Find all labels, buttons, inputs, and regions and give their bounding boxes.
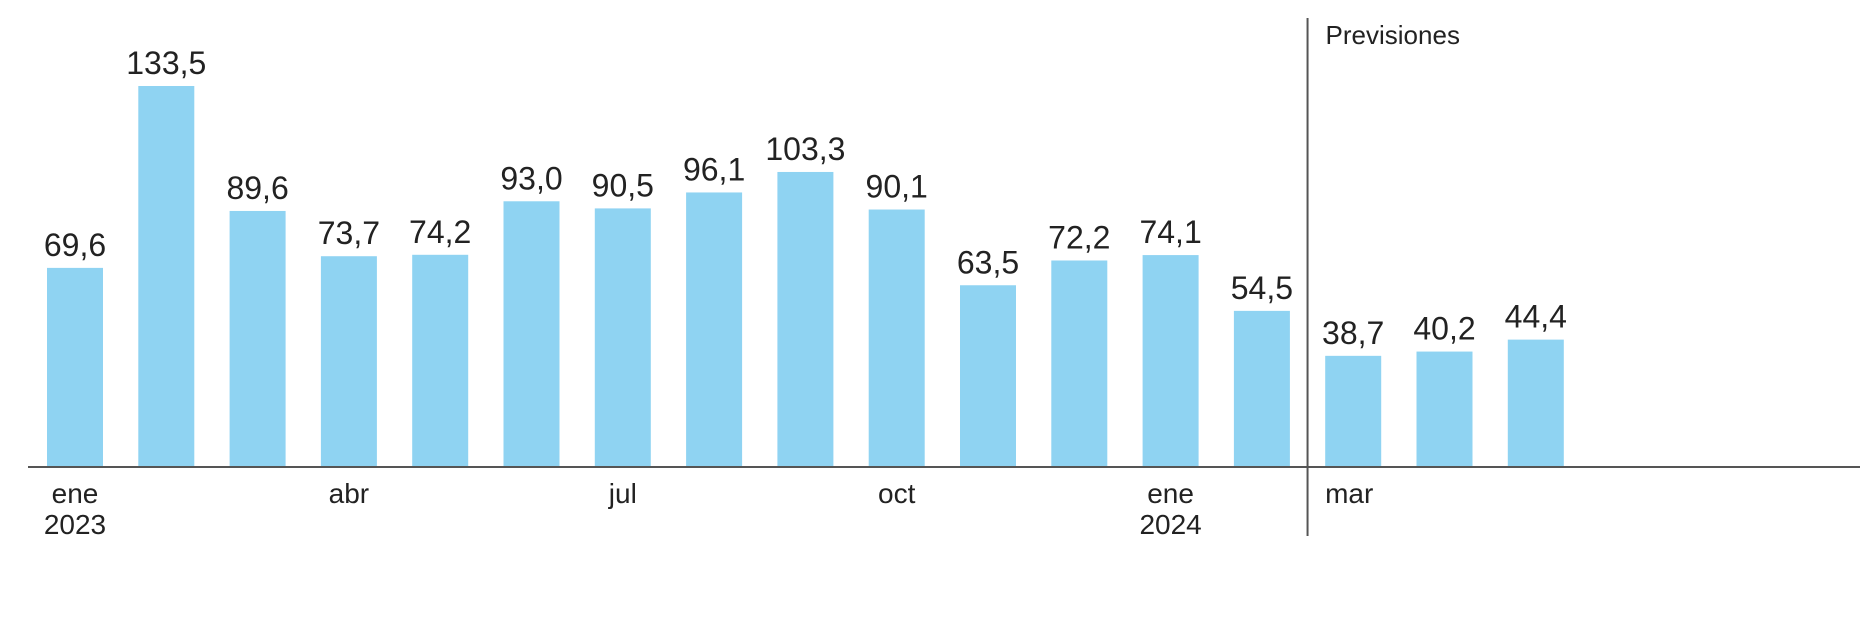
x-tick-label: ene [1147,478,1194,509]
bar [47,267,103,466]
bar-value-label: 133,5 [126,45,206,81]
bar [686,192,743,467]
x-tick-label: mar [1325,478,1373,509]
x-tick-label: abr [329,478,369,509]
bar [503,201,560,467]
bar [138,86,195,466]
bar-value-label: 69,6 [44,227,106,263]
bar [229,210,286,466]
bar-value-label: 73,7 [318,215,380,251]
bar [868,209,925,466]
bar [1507,339,1564,466]
x-tick-label: oct [878,478,916,509]
bar-value-label: 90,1 [866,169,928,205]
bar [1142,255,1199,466]
bar [1416,351,1473,466]
bar [1233,310,1290,466]
bar-value-label: 103,3 [765,131,845,167]
x-tick-year-label: 2023 [44,509,106,540]
bar [412,254,469,466]
bar-value-label: 74,2 [409,214,471,250]
forecast-label: Previsiones [1326,20,1460,50]
bar [594,208,651,466]
value-labels-group: 69,6 133,5 89,6 73,7 74,2 93,0 90,5 96,1 103,3 90… [44,45,1567,351]
bar [1051,260,1108,466]
bar-value-label: 63,5 [957,244,1019,280]
bar-value-label: 38,7 [1322,315,1384,351]
bar-value-label: 74,1 [1139,214,1201,250]
x-tick-label: ene [52,478,99,509]
bar-value-label: 96,1 [683,151,745,187]
bars-group [47,86,1564,467]
bar [1325,355,1382,466]
x-tick-label: jul [608,478,637,509]
bar-value-label: 44,4 [1505,299,1567,335]
bar-value-label: 89,6 [226,170,288,206]
bar-value-label: 72,2 [1048,219,1110,255]
bar-value-label: 90,5 [592,167,654,203]
bar [777,171,834,467]
bar-value-label: 93,0 [500,160,562,196]
bar-value-label: 40,2 [1413,311,1475,347]
bar [320,256,377,466]
x-tick-year-label: 2024 [1139,509,1201,540]
bar [960,285,1016,466]
bar-value-label: 54,5 [1231,270,1293,306]
